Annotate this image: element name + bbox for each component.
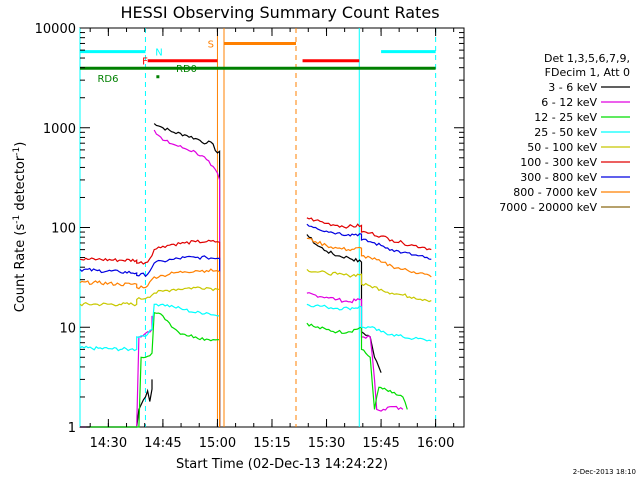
series-line-4-0: [79, 286, 221, 427]
series-line-7-0: [79, 268, 221, 427]
legend-label-0: 3 - 6 keV: [548, 81, 597, 94]
series-line-5-1: [306, 217, 432, 251]
y-axis-label-sup2: -1: [12, 147, 22, 156]
plot-area: N S F RD0 RD6 14:30 14:45 15:00 15:15 15:30 15:45 1…: [35, 22, 465, 451]
x-tick-label-0: 14:30: [90, 436, 127, 451]
series-line-7-1: [306, 237, 432, 278]
series-line-6-1: [306, 223, 432, 260]
x-tick-label-6: 16:00: [417, 436, 454, 451]
y-axis-label-sup1: -1: [12, 215, 22, 224]
series-line-2-0: [86, 311, 221, 428]
legend-label-6: 300 - 800 keV: [520, 171, 597, 184]
y-tick-label-2: 100: [51, 222, 76, 237]
y-axis-label: Count Rate (s-1 detector-1): [12, 142, 28, 313]
x-tick-label-2: 15:00: [199, 436, 236, 451]
legend-header-decimation: FDecim 1, Att 0: [545, 66, 630, 79]
y-axis-label-mid: detector: [13, 155, 28, 215]
x-tick-label-3: 15:15: [253, 436, 290, 451]
flag-marker-rd6: [156, 75, 160, 79]
series-line-4-1: [306, 268, 432, 303]
y-tick-label-0: 1: [68, 421, 76, 436]
x-tick-label-4: 15:30: [308, 436, 345, 451]
flag-label-rd0: RD0: [176, 64, 197, 75]
y-axis-label-end: ): [13, 142, 28, 147]
chart-title: HESSI Observing Summary Count Rates: [120, 3, 439, 22]
legend-label-7: 800 - 7000 keV: [513, 186, 597, 199]
footer-date: 2-Dec-2013 18:10: [573, 468, 636, 476]
y-axis-label-main: Count Rate (s: [13, 224, 28, 313]
series-line-3-0: [79, 303, 221, 427]
legend-label-5: 100 - 300 keV: [520, 156, 597, 169]
x-tick-label-1: 14:45: [144, 436, 181, 451]
series-line-1-1: [153, 129, 221, 427]
legend: Det 1,3,5,6,7,9, FDecim 1, Att 0 3 - 6 k…: [499, 52, 630, 214]
flag-label-night: N: [155, 48, 162, 59]
legend-label-4: 50 - 100 keV: [527, 141, 597, 154]
y-tick-label-3: 1000: [43, 122, 76, 137]
series-line-0-0: [80, 379, 153, 428]
series-line-6-0: [79, 255, 221, 427]
legend-label-8: 7000 - 20000 keV: [499, 201, 597, 214]
series-line-1-2: [306, 292, 404, 412]
legend-label-1: 6 - 12 keV: [541, 96, 597, 109]
series-line-0-1: [153, 123, 221, 427]
series-line-2-1: [306, 322, 408, 410]
series-line-5-0: [79, 239, 221, 427]
legend-label-3: 25 - 50 keV: [534, 126, 597, 139]
series-line-3-1: [306, 303, 432, 342]
y-tick-label-4: 10000: [35, 22, 76, 37]
x-axis-label: Start Time (02-Dec-13 14:24:22): [176, 457, 388, 472]
y-tick-label-1: 10: [59, 321, 76, 336]
legend-header-detectors: Det 1,3,5,6,7,9,: [544, 52, 630, 65]
x-tick-label-5: 15:45: [362, 436, 399, 451]
flag-label-saa: S: [208, 39, 214, 50]
flag-label-rd6: RD6: [97, 74, 118, 85]
series-line-0-2: [306, 234, 382, 373]
legend-label-2: 12 - 25 keV: [534, 111, 597, 124]
flag-label-flare: F: [142, 57, 148, 68]
